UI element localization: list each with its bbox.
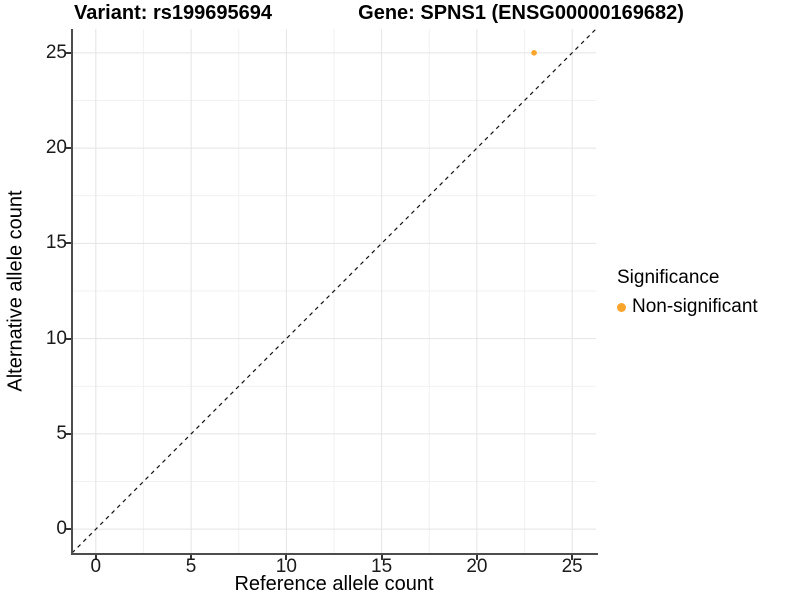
x-tick-label: 5	[185, 556, 197, 577]
y-tick-label: 10	[45, 327, 67, 349]
y-axis-line	[71, 29, 73, 555]
legend-key-dot-icon	[617, 302, 626, 312]
x-tick-label: 0	[90, 556, 102, 577]
x-tick-label: 20	[466, 556, 488, 577]
y-tick-mark	[66, 147, 71, 150]
x-tick-mark	[571, 555, 574, 560]
plot-canvas	[71, 28, 597, 554]
legend-title: Significance	[617, 267, 720, 288]
x-tick-label: 25	[561, 556, 583, 577]
legend-item-label: Non-significant	[632, 296, 758, 317]
legend-item: Non-significant	[617, 296, 758, 318]
x-tick-label: 10	[275, 556, 297, 577]
identity-reference-line	[71, 28, 597, 554]
x-tick-mark	[94, 555, 97, 560]
gene-title: Gene: SPNS1 (ENSG00000169682)	[358, 2, 684, 24]
legend-items: Non-significant	[617, 296, 758, 318]
x-tick-mark	[380, 555, 383, 560]
y-tick-mark	[66, 528, 71, 531]
y-tick-mark	[66, 242, 71, 245]
data-point	[531, 50, 537, 56]
x-tick-mark	[190, 555, 193, 560]
y-tick-mark	[66, 432, 71, 435]
variant-title: Variant: rs199695694	[74, 2, 272, 24]
y-tick-mark	[66, 51, 71, 54]
x-tick-mark	[475, 555, 478, 560]
y-tick-label: 5	[56, 422, 67, 444]
y-tick-label: 25	[45, 41, 67, 63]
y-tick-label: 0	[56, 518, 67, 540]
x-tick-mark	[285, 555, 288, 560]
y-axis-title-text: Alternative allele count	[4, 190, 27, 392]
plot-panel	[71, 28, 597, 554]
x-axis-line	[71, 553, 598, 555]
legend: Significance Non-significant	[617, 267, 758, 318]
y-tick-label: 20	[45, 137, 67, 159]
y-tick-mark	[66, 337, 71, 340]
x-tick-label: 15	[371, 556, 393, 577]
y-tick-label: 15	[45, 232, 67, 254]
x-axis-title: Reference allele count	[234, 573, 434, 595]
